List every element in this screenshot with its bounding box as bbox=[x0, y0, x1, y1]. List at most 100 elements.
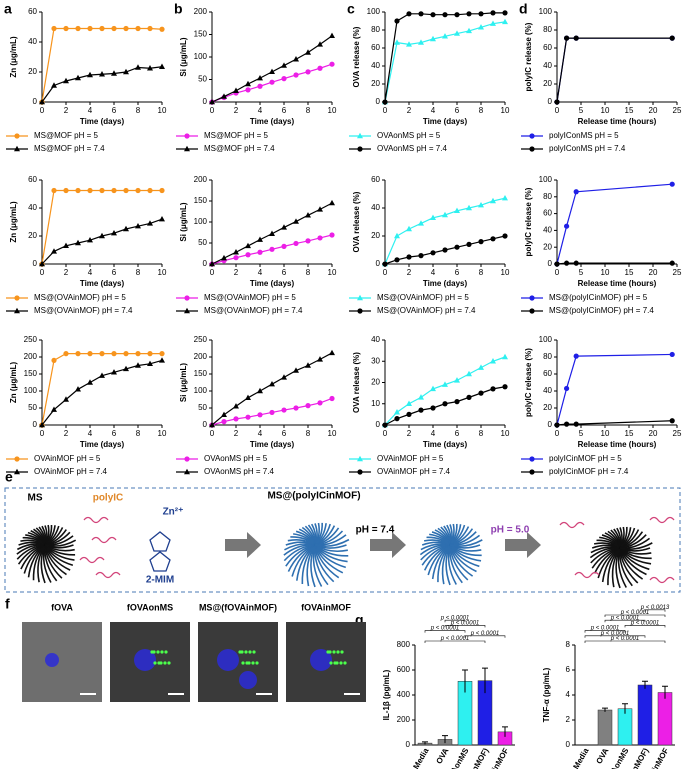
y-axis-label: Si (μg/mL) bbox=[179, 37, 188, 76]
legend-label: MS@(OVAinMOF) pH = 5 bbox=[204, 293, 296, 302]
marker bbox=[159, 357, 165, 363]
marker bbox=[75, 25, 81, 32]
fluorescent-spot bbox=[163, 661, 167, 665]
x-tick-label: 6 bbox=[112, 268, 117, 277]
y-tick-label: 100 bbox=[539, 335, 553, 344]
x-tick-label: 6 bbox=[282, 268, 287, 277]
y-axis-label: OVA release (%) bbox=[352, 191, 361, 252]
x-tick-label: OVA bbox=[594, 746, 610, 765]
y-tick-label: 0 bbox=[548, 259, 553, 268]
rna-strand bbox=[574, 571, 600, 579]
x-axis-label: Time (days) bbox=[80, 117, 125, 126]
y-tick-label: 40 bbox=[28, 37, 37, 46]
marker bbox=[454, 399, 460, 405]
y-axis-label: OVA release (%) bbox=[352, 26, 361, 87]
marker bbox=[406, 411, 412, 417]
legend-label: OVAonMS pH = 7.4 bbox=[377, 144, 447, 153]
marker bbox=[63, 242, 69, 248]
significance-bracket bbox=[444, 619, 466, 623]
x-tick-label: 20 bbox=[649, 106, 658, 115]
y-tick-label: 20 bbox=[543, 79, 552, 88]
micrograph-label: fOVAonMS bbox=[127, 602, 173, 612]
y-tick-label: 50 bbox=[198, 403, 207, 412]
y-tick-label: 80 bbox=[543, 192, 552, 201]
y-tick-label: 10 bbox=[371, 399, 380, 408]
marker bbox=[442, 12, 448, 18]
marker bbox=[209, 260, 215, 267]
x-axis-label: Release time (hours) bbox=[578, 279, 657, 288]
significance-label: p < 0.0001 bbox=[430, 626, 460, 632]
marker bbox=[51, 248, 57, 254]
legend-marker bbox=[184, 456, 190, 462]
significance-bracket bbox=[464, 635, 506, 638]
legend-label: MS@MOF pH = 5 bbox=[34, 131, 98, 140]
nucleus bbox=[217, 649, 239, 671]
legend-marker bbox=[14, 295, 20, 301]
marker bbox=[502, 233, 508, 239]
marker bbox=[135, 64, 141, 70]
x-tick-label: 15 bbox=[625, 429, 634, 438]
y-tick-label: 100 bbox=[194, 52, 208, 61]
legend-marker bbox=[184, 133, 190, 139]
y-tick-label: 2 bbox=[566, 715, 571, 724]
marker bbox=[99, 372, 105, 378]
schematic-label: Zn²⁺ bbox=[163, 507, 184, 518]
y-axis-label: polyIC release (%) bbox=[524, 22, 533, 91]
marker bbox=[269, 381, 275, 387]
y-tick-label: 100 bbox=[24, 386, 38, 395]
marker bbox=[111, 25, 117, 32]
schematic-frame bbox=[4, 487, 681, 593]
marker bbox=[51, 357, 57, 363]
marker bbox=[123, 365, 129, 372]
marker bbox=[669, 418, 675, 424]
x-axis-label: Time (days) bbox=[80, 279, 125, 288]
marker bbox=[502, 384, 508, 390]
fluorescent-spot bbox=[335, 661, 339, 665]
marker bbox=[147, 65, 153, 71]
legend-marker bbox=[184, 145, 190, 152]
marker bbox=[394, 232, 400, 239]
x-tick-label: 8 bbox=[136, 106, 141, 115]
x-tick-label: 10 bbox=[158, 429, 167, 438]
marker bbox=[111, 187, 117, 194]
y-tick-label: 4 bbox=[566, 690, 571, 699]
y-axis-label: Si (μg/mL) bbox=[179, 363, 188, 402]
y-axis-label: Zn (μg/mL) bbox=[9, 36, 18, 78]
marker bbox=[554, 422, 560, 428]
y-tick-label: 8 bbox=[566, 640, 571, 649]
marker bbox=[478, 11, 484, 17]
marker bbox=[245, 87, 251, 93]
marker bbox=[305, 49, 311, 55]
marker bbox=[159, 187, 165, 194]
marker bbox=[329, 199, 335, 206]
marker bbox=[466, 241, 472, 247]
x-tick-label: 4 bbox=[88, 106, 93, 115]
x-tick-label: 6 bbox=[282, 429, 287, 438]
marker bbox=[573, 35, 579, 41]
marker bbox=[147, 187, 153, 194]
marker bbox=[293, 218, 299, 224]
marker bbox=[75, 187, 81, 194]
significance-label: p < 0.0001 bbox=[440, 615, 470, 621]
marker bbox=[490, 197, 496, 204]
x-tick-label: 0 bbox=[555, 106, 560, 115]
y-tick-label: 200 bbox=[24, 352, 38, 361]
panel-label: a bbox=[4, 1, 12, 17]
legend-label: polyICinMOF pH = 5 bbox=[549, 454, 622, 463]
bar bbox=[657, 692, 673, 746]
legend-label: MS@(polyICinMOF) pH = 7.4 bbox=[549, 306, 654, 315]
y-tick-label: 0 bbox=[33, 97, 38, 106]
significance-label: p < 0.0013 bbox=[640, 605, 670, 611]
y-tick-label: 0 bbox=[376, 420, 381, 429]
marker bbox=[329, 61, 335, 67]
y-tick-label: 60 bbox=[543, 369, 552, 378]
micrograph bbox=[22, 622, 102, 702]
significance-label: p < 0.0001 bbox=[450, 620, 480, 626]
x-tick-label: 0 bbox=[40, 268, 45, 277]
significance-bracket bbox=[424, 640, 486, 643]
x-tick-label: 2 bbox=[407, 268, 412, 277]
x-tick-label: 10 bbox=[601, 268, 610, 277]
series-line bbox=[556, 353, 673, 426]
y-tick-label: 20 bbox=[543, 242, 552, 251]
marker bbox=[490, 10, 496, 16]
